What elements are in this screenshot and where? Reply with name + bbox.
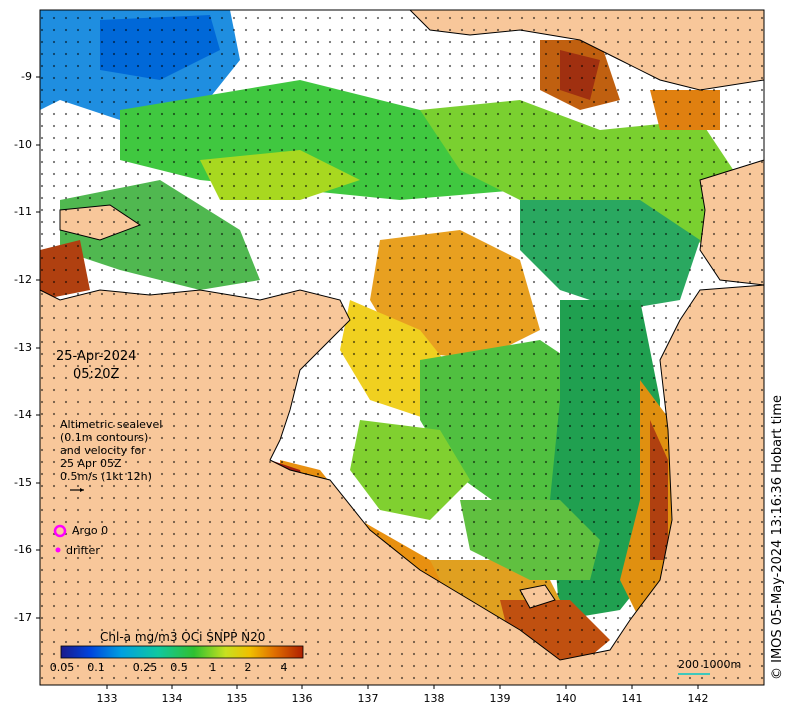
altimetry-line: 0.5m/s (1kt 12h) bbox=[60, 470, 152, 483]
colorbar-tick: 2 bbox=[244, 661, 252, 674]
altimetry-line: Altimetric sealevel bbox=[60, 418, 163, 431]
y-tick: -9 bbox=[21, 70, 32, 83]
x-tick: 137 bbox=[357, 692, 379, 705]
altimetry-legend: Altimetric sealevel (0.1m contours) and … bbox=[60, 418, 162, 483]
argo-legend-label: Argo 0 bbox=[72, 524, 109, 537]
velocity-field bbox=[40, 10, 764, 685]
colorbar-tick: 1 bbox=[209, 661, 217, 674]
x-tick: 141 bbox=[621, 692, 643, 705]
x-tick: 138 bbox=[423, 692, 445, 705]
map-date: 25-Apr-2024 bbox=[56, 349, 137, 364]
x-tick: 135 bbox=[226, 692, 248, 705]
colorbar-tick: 0.05 bbox=[49, 661, 75, 674]
map-datetime: 25-Apr-2024 05:20Z bbox=[56, 348, 136, 384]
y-tick: -15 bbox=[14, 476, 32, 489]
y-tick: -17 bbox=[14, 611, 32, 624]
velocity-scale-arrow bbox=[70, 488, 84, 492]
colorbar-tick: 0.25 bbox=[132, 661, 158, 674]
imos-credit: © IMOS 05-May-2024 13:16:36 Hobart time bbox=[770, 395, 785, 680]
colorbar-tick: 0.5 bbox=[170, 661, 188, 674]
y-tick: -12 bbox=[14, 273, 32, 286]
y-tick: -10 bbox=[14, 138, 32, 151]
x-tick: 142 bbox=[687, 692, 709, 705]
x-tick: 134 bbox=[161, 692, 183, 705]
altimetry-line: (0.1m contours) bbox=[60, 431, 149, 444]
y-tick: -13 bbox=[14, 341, 32, 354]
x-tick: 136 bbox=[291, 692, 313, 705]
colorbar-title: Chl-a mg/m3 OCi SNPP N20 bbox=[100, 630, 266, 644]
tick-marks bbox=[36, 76, 699, 689]
y-tick: -14 bbox=[14, 408, 32, 421]
x-tick: 140 bbox=[555, 692, 577, 705]
y-tick: -11 bbox=[14, 205, 32, 218]
depth-scale-label: 200 1000m bbox=[678, 658, 742, 671]
drifter-legend-label: drifter bbox=[66, 544, 100, 557]
x-tick: 139 bbox=[489, 692, 511, 705]
map-time: 05:20Z bbox=[73, 367, 120, 382]
colorbar-tick: 0.1 bbox=[87, 661, 105, 674]
altimetry-line: 25 Apr 05Z bbox=[60, 457, 122, 470]
x-tick: 133 bbox=[96, 692, 118, 705]
altimetry-line: and velocity for bbox=[60, 444, 146, 457]
colorbar-tick: 4 bbox=[280, 661, 288, 674]
colorbar bbox=[60, 645, 304, 659]
argo-marker bbox=[53, 524, 67, 538]
drifter-marker bbox=[55, 547, 61, 553]
y-tick: -16 bbox=[14, 543, 32, 556]
